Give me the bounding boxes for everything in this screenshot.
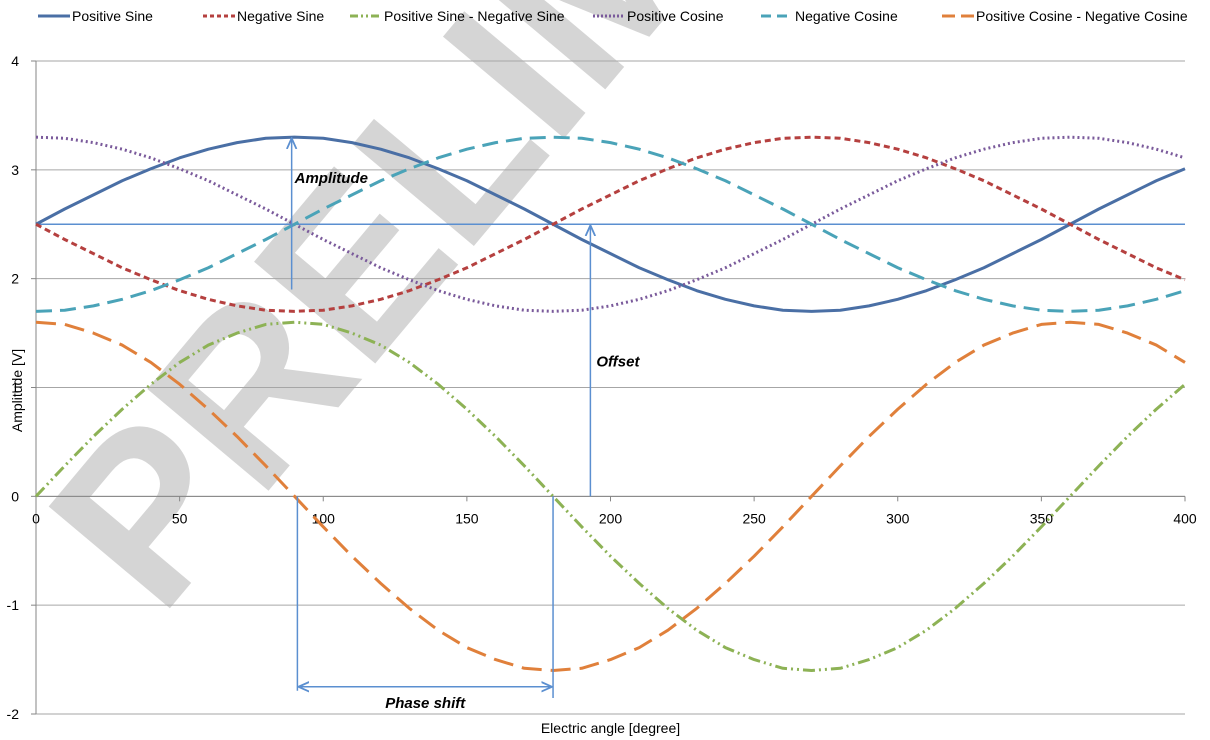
y-tick-label: 2 (11, 271, 19, 287)
x-tick-label: 150 (455, 510, 479, 526)
x-tick-label: 250 (742, 510, 766, 526)
annotation-label-amplitude: Amplitude (294, 170, 368, 187)
y-tick-label: 4 (11, 53, 19, 69)
legend-label: Positive Cosine - Negative Cosine (976, 8, 1188, 24)
y-tick-label: -2 (7, 706, 20, 722)
series-line-positive-sine-negative-sine (34, 320, 1186, 672)
legend-label: Negative Cosine (795, 8, 898, 24)
legend-label: Positive Sine - Negative Sine (384, 8, 565, 24)
x-tick-label: 0 (32, 510, 40, 526)
x-tick-label: 400 (1173, 510, 1197, 526)
x-tick-label: 350 (1030, 510, 1054, 526)
legend-label: Positive Cosine (627, 8, 724, 24)
y-tick-label: 0 (11, 488, 19, 504)
legend-label: Positive Sine (72, 8, 153, 24)
legend-label: Negative Sine (237, 8, 324, 24)
series-line-positive-cosine-negative-cosine (35, 320, 1186, 672)
annotation-label-phase-shift: Phase shift (385, 695, 466, 712)
x-tick-label: 200 (599, 510, 623, 526)
x-tick-label: 50 (172, 510, 188, 526)
y-tick-label: 3 (11, 162, 19, 178)
x-tick-label: 300 (886, 510, 910, 526)
series-line-positive-sine (35, 135, 1186, 313)
series-line-negative-sine (35, 135, 1186, 313)
y-tick-label: 1 (11, 380, 19, 396)
series-line-positive-cosine (35, 135, 1186, 313)
x-axis-title: Electric angle [degree] (541, 720, 680, 736)
series-line-negative-cosine (35, 135, 1186, 313)
annotation-label-offset: Offset (596, 353, 640, 370)
watermark: PRELIMINARY (1, 0, 1210, 651)
y-tick-label: -1 (7, 597, 20, 613)
y-axis-title: Amplitude [V] (9, 349, 25, 432)
